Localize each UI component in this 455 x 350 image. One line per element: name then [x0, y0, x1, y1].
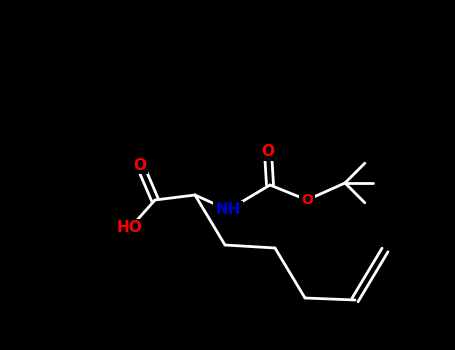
Text: HO: HO: [117, 220, 143, 236]
Text: O: O: [301, 193, 313, 207]
Text: O: O: [133, 158, 147, 173]
Text: O: O: [262, 145, 274, 160]
Text: NH: NH: [215, 203, 241, 217]
